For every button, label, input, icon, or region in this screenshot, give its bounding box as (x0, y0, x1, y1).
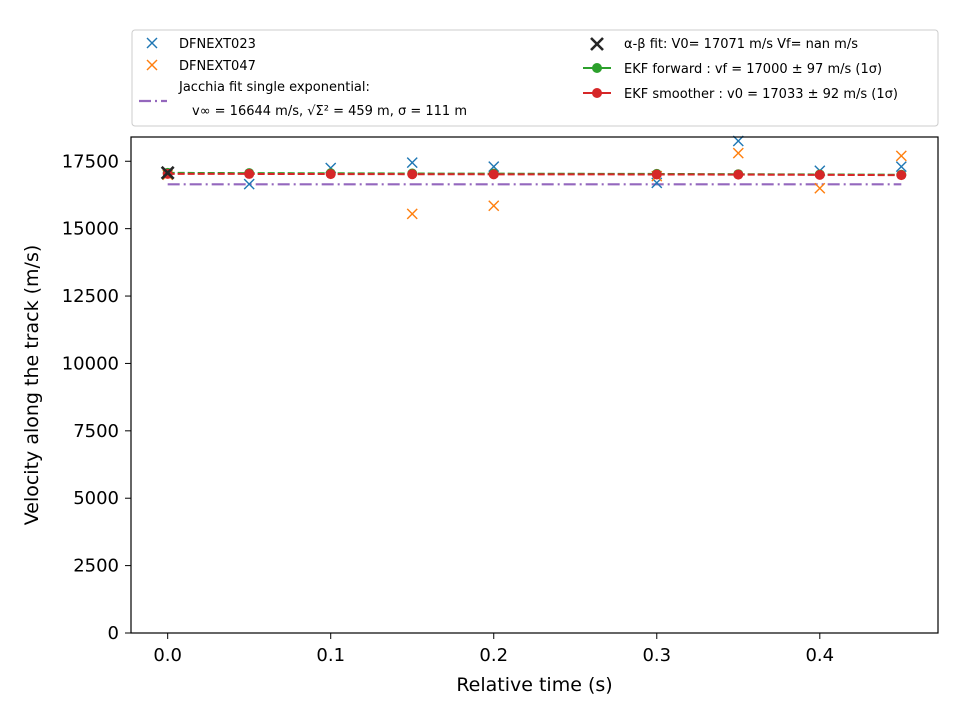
series-line (167, 172, 902, 177)
x-tick-label: 0.3 (642, 645, 671, 666)
data-point (732, 135, 744, 147)
x-tick-label: 0.2 (479, 645, 508, 666)
series-5 (162, 168, 907, 181)
legend-label-dfnext023: DFNEXT023 (179, 37, 256, 52)
data-point (407, 169, 418, 180)
x-tick-label: 0.0 (153, 645, 182, 666)
legend-marker-dfnext047 (146, 59, 158, 71)
y-tick-label: 12500 (62, 286, 119, 307)
legend-frame (131, 29, 939, 127)
series-0 (162, 135, 907, 190)
data-point (160, 165, 175, 180)
data-point (488, 200, 500, 212)
y-tick-label: 5000 (73, 488, 119, 509)
legend-label-ekf-forward: EKF forward : vf = 17000 ± 97 m/s (1σ) (624, 62, 882, 77)
plot-area: 0.0 0.1 0.2 0.3 0.4 0 2500 5000 7500 10000 12500 1… (62, 135, 939, 666)
y-tick-label: 7500 (73, 421, 119, 442)
data-point (895, 150, 907, 162)
legend: DFNEXT023 DFNEXT047 Jacchia fit single exp… (131, 29, 939, 127)
y-tick-label: 17500 (62, 151, 119, 172)
x-tick-label: 0.1 (316, 645, 345, 666)
x-axis-label: Relative time (s) (456, 674, 612, 696)
y-tick-label: 0 (108, 623, 119, 644)
legend-marker-alpha-beta (590, 37, 604, 51)
legend-marker-dfnext023 (146, 37, 158, 49)
data-point (814, 169, 825, 180)
y-tick-label: 15000 (62, 219, 119, 240)
legend-label-alpha-beta: α-β fit: V0= 17071 m/s Vf= nan m/s (624, 37, 858, 52)
data-point (896, 170, 907, 181)
series-3 (160, 165, 175, 180)
data-point (406, 208, 418, 220)
data-point (895, 161, 907, 173)
data-point (732, 147, 744, 159)
y-axis-label: Velocity along the track (m/s) (21, 245, 43, 526)
plot-frame (130, 136, 939, 634)
data-point (244, 168, 255, 179)
data-point (733, 169, 744, 180)
x-tick-label: 0.4 (805, 645, 834, 666)
y-tick-label: 2500 (73, 556, 119, 577)
legend-label-dfnext047: DFNEXT047 (179, 59, 256, 74)
data-point (814, 182, 826, 194)
data-point (406, 157, 418, 169)
legend-label-jacchia-params: v∞ = 16644 m/s, √Σ² = 459 m, σ = 111 m (192, 104, 467, 119)
data-point (651, 169, 662, 180)
y-tick-label: 10000 (62, 353, 119, 374)
legend-marker-ekf-forward-dot (592, 63, 602, 73)
legend-label-jacchia: Jacchia fit single exponential: (178, 80, 370, 95)
data-point (243, 178, 255, 190)
data-point (325, 169, 336, 180)
legend-marker-ekf-smoother-dot (592, 88, 602, 98)
legend-label-ekf-smoother: EKF smoother : v0 = 17033 ± 92 m/s (1σ) (624, 87, 898, 102)
data-point (488, 169, 499, 180)
